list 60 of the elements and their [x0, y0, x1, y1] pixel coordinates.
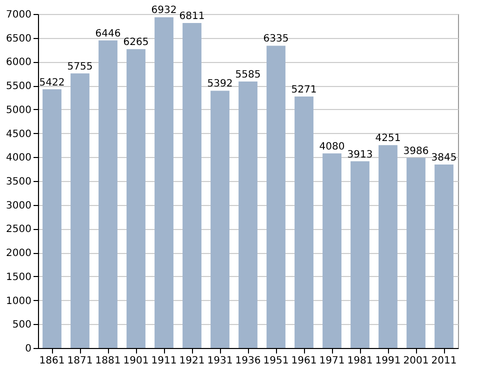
y-tick-label: 6500	[6, 33, 32, 44]
x-tick-label: 1981	[347, 356, 373, 366]
data-label: 3913	[347, 149, 373, 160]
data-label: 5392	[207, 78, 233, 90]
bar	[434, 164, 454, 348]
bar	[406, 158, 426, 348]
y-tick-label: 3500	[6, 176, 32, 188]
data-label: 5585	[235, 70, 261, 81]
data-label: 6335	[263, 34, 289, 45]
y-tick-label: 5000	[6, 104, 32, 116]
data-label: 5422	[39, 77, 65, 88]
x-tick-label: 1861	[39, 356, 65, 366]
y-tick-label: 4500	[6, 128, 32, 140]
x-tick-label: 1921	[179, 356, 205, 366]
bar	[42, 89, 62, 348]
y-tick-label: 1500	[6, 272, 32, 283]
data-label: 6446	[95, 28, 121, 40]
bar	[238, 82, 258, 348]
x-tick-label: 1871	[67, 356, 93, 366]
x-tick-label: 1881	[95, 356, 121, 366]
bar	[154, 17, 174, 348]
data-label: 5755	[67, 61, 93, 72]
y-tick-label: 0	[25, 344, 32, 354]
data-label: 6932	[151, 5, 177, 16]
bar	[126, 49, 146, 348]
data-label: 3845	[431, 152, 457, 164]
bar	[70, 73, 90, 348]
y-tick-label: 4000	[6, 152, 32, 164]
x-tick-label: 1971	[319, 356, 345, 366]
x-tick-label: 1901	[123, 356, 149, 366]
y-tick-label: 7000	[6, 10, 32, 20]
x-tick-label: 2001	[403, 356, 429, 366]
x-tick-label: 1951	[263, 356, 289, 366]
x-tick-label: 1961	[291, 356, 317, 366]
data-label: 5271	[291, 84, 317, 96]
y-tick-label: 5500	[6, 81, 32, 92]
bar	[98, 40, 118, 348]
bar	[266, 46, 286, 348]
data-label: 4080	[319, 141, 345, 152]
y-tick-label: 3000	[6, 200, 32, 212]
y-tick-label: 1000	[6, 296, 32, 307]
data-label: 6265	[123, 37, 149, 48]
y-tick-label: 2500	[6, 224, 32, 236]
data-label: 6811	[179, 11, 205, 22]
y-tick-label: 2000	[6, 248, 32, 260]
bar	[210, 90, 230, 348]
bar	[294, 96, 314, 348]
x-tick-label: 1936	[235, 356, 261, 366]
x-tick-label: 2011	[431, 356, 457, 366]
bar	[350, 161, 370, 348]
data-label: 4251	[375, 133, 401, 144]
bar	[182, 23, 202, 348]
data-label: 3986	[403, 146, 429, 157]
y-tick-label: 6000	[6, 57, 32, 68]
x-tick-label: 1911	[151, 356, 177, 366]
y-tick-label: 500	[12, 320, 32, 331]
bar	[322, 153, 342, 348]
x-tick-label: 1931	[207, 356, 233, 366]
x-tick-label: 1991	[375, 356, 401, 366]
bar	[378, 145, 398, 348]
